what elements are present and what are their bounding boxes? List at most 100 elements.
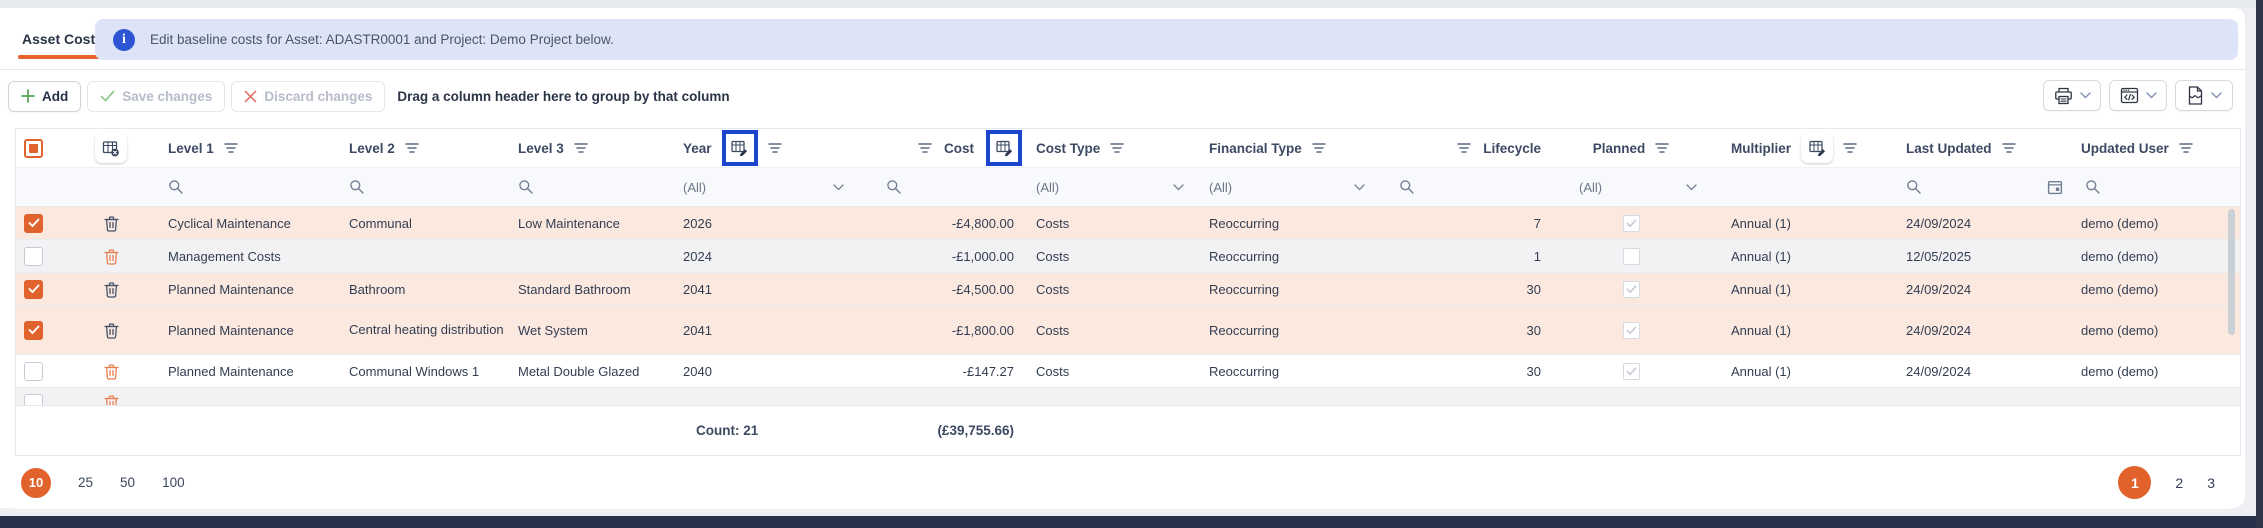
cell-year[interactable]: 2024 [683,248,712,264]
calendar-icon[interactable] [2047,179,2063,195]
year-edit-column-icon[interactable] [721,130,758,166]
cell-multiplier[interactable]: Annual (1) [1731,322,1791,338]
cell-year[interactable]: 2040 [683,363,712,379]
cell-multiplier[interactable]: Annual (1) [1731,215,1791,231]
cell-lifecycle[interactable]: 1 [1533,248,1541,264]
filter-icon[interactable] [1312,142,1326,154]
cell-level1[interactable]: Management Costs [168,248,281,264]
column-header-multiplier[interactable]: Multiplier [1711,133,1891,163]
delete-row-icon[interactable] [103,363,119,380]
year-filter-dropdown[interactable]: (All) [671,180,856,195]
cell-last-updated[interactable]: 24/09/2024 [1906,281,1972,297]
updated-user-search-filter[interactable] [2071,179,2240,195]
cell-updated-user[interactable]: demo (demo) [2081,248,2159,264]
cell-financial-type[interactable]: Reoccurring [1209,363,1280,379]
chevron-down-icon[interactable] [833,183,844,191]
delete-row-icon[interactable] [103,281,119,298]
cost-search-filter[interactable] [856,179,1026,195]
cell-lifecycle[interactable]: 7 [1533,215,1541,231]
level3-search-filter[interactable] [506,179,671,195]
column-header-last-updated[interactable]: Last Updated [1891,141,2071,156]
cell-cost-type[interactable]: Costs [1036,363,1070,379]
cell-level1[interactable]: Planned Maintenance [168,322,294,338]
cell-updated-user[interactable]: demo (demo) [2081,215,2159,231]
page-size-50[interactable]: 50 [120,475,136,490]
cell-cost[interactable]: -£4,800.00 [951,215,1014,231]
export-image-button[interactable] [2175,80,2233,111]
page-3[interactable]: 3 [2207,474,2215,491]
row-select-checkbox[interactable] [24,246,43,266]
delete-row-icon[interactable] [103,394,119,405]
cell-updated-user[interactable]: demo (demo) [2081,363,2159,379]
filter-icon[interactable] [574,142,588,154]
cell-level3[interactable]: Wet System [518,322,588,338]
row-select-checkbox[interactable] [24,320,43,340]
print-button[interactable] [2043,80,2101,111]
column-header-planned[interactable]: Planned [1551,141,1711,156]
financial-type-filter-dropdown[interactable]: (All) [1196,180,1381,195]
cell-lifecycle[interactable]: 30 [1526,281,1541,297]
discard-changes-button[interactable]: Discard changes [231,80,386,112]
cell-level1[interactable]: Cyclical Maintenance [168,215,291,231]
row-select-checkbox[interactable] [24,361,43,381]
level1-search-filter[interactable] [151,179,336,195]
column-header-financial-type[interactable]: Financial Type [1196,141,1381,156]
page-size-10[interactable]: 10 [21,467,51,498]
delete-row-icon[interactable] [103,215,119,232]
planned-checkbox[interactable] [1622,247,1640,265]
vertical-scrollbar[interactable] [2228,209,2235,335]
filter-icon[interactable] [1457,142,1471,154]
cell-cost-type[interactable]: Costs [1036,281,1070,297]
page-size-100[interactable]: 100 [162,475,185,490]
chevron-down-icon[interactable] [1354,183,1365,191]
page-1[interactable]: 1 [2118,466,2152,499]
cell-year[interactable]: 2041 [683,281,712,297]
cost-edit-column-icon[interactable] [986,130,1022,166]
export-code-button[interactable] [2109,80,2167,111]
planned-checkbox[interactable] [1622,321,1640,339]
column-header-cost-type[interactable]: Cost Type [1026,141,1196,156]
column-header-lifecycle[interactable]: Lifecycle [1381,141,1551,156]
filter-icon[interactable] [2179,142,2193,154]
row-select-checkbox[interactable] [24,213,43,233]
planned-filter-dropdown[interactable]: (All) [1551,180,1711,195]
column-header-level3[interactable]: Level 3 [506,141,671,156]
row-select-checkbox[interactable] [24,279,43,299]
planned-checkbox[interactable] [1622,214,1640,232]
cell-year[interactable]: 2026 [683,215,712,231]
cell-financial-type[interactable]: Reoccurring [1209,215,1280,231]
cell-financial-type[interactable]: Reoccurring [1209,281,1280,297]
cell-level3[interactable]: Metal Double Glazed [518,363,640,379]
filter-icon[interactable] [1843,142,1857,154]
filter-icon[interactable] [918,142,932,154]
last-updated-search-filter[interactable] [1891,179,2071,195]
column-header-level1[interactable]: Level 1 [151,141,336,156]
planned-checkbox[interactable] [1622,362,1640,380]
filter-icon[interactable] [2001,142,2016,154]
cell-level1[interactable]: Planned Maintenance [168,363,294,379]
page-2[interactable]: 2 [2175,474,2184,491]
add-button[interactable]: Add [8,80,82,112]
filter-icon[interactable] [1655,142,1669,154]
cell-level2[interactable]: Central heating distribution [349,321,504,337]
cell-level2[interactable]: Bathroom [349,281,406,297]
page-size-25[interactable]: 25 [78,475,94,490]
select-all-checkbox[interactable] [24,138,43,158]
cell-level3[interactable]: Low Maintenance [518,215,620,231]
column-header-year[interactable]: Year [671,130,856,166]
cell-level2[interactable]: Communal Windows 1 [349,363,480,379]
filter-icon[interactable] [767,142,782,154]
cell-cost[interactable]: -£1,000.00 [951,248,1014,264]
cell-level2[interactable]: Communal [349,215,412,231]
cell-cost-type[interactable]: Costs [1036,322,1070,338]
cell-multiplier[interactable]: Annual (1) [1731,363,1791,379]
cell-multiplier[interactable]: Annual (1) [1731,248,1791,264]
filter-icon[interactable] [1110,142,1125,154]
cell-last-updated[interactable]: 12/05/2025 [1906,248,1972,264]
cell-last-updated[interactable]: 24/09/2024 [1906,322,1972,338]
row-select-checkbox[interactable] [24,394,43,405]
lifecycle-search-filter[interactable] [1381,179,1551,195]
cell-level1[interactable]: Planned Maintenance [168,281,294,297]
cell-lifecycle[interactable]: 30 [1526,363,1541,379]
save-changes-button[interactable]: Save changes [87,80,226,112]
